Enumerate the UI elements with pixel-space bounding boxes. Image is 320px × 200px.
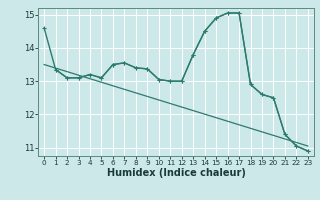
X-axis label: Humidex (Indice chaleur): Humidex (Indice chaleur) bbox=[107, 168, 245, 178]
